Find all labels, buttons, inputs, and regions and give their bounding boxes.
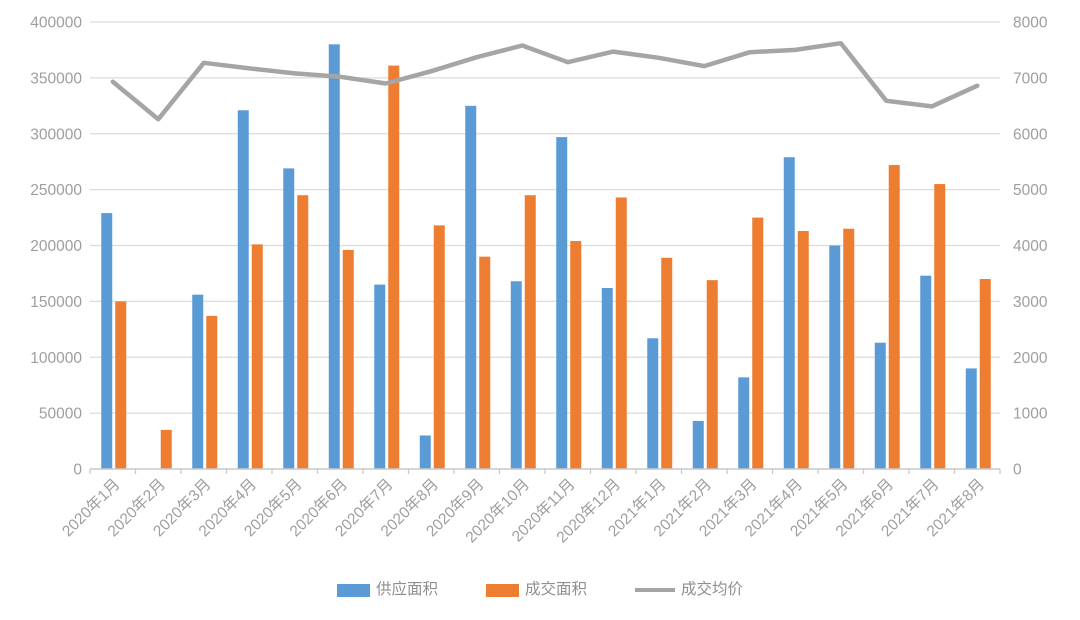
bar-supply-area-2020年10月 xyxy=(510,281,522,469)
bar-transaction-area-2021年1月 xyxy=(661,257,673,469)
bar-supply-area-2020年7月 xyxy=(374,284,386,469)
chart-legend: 供应面积 成交面积 成交均价 xyxy=(0,580,1080,600)
bar-supply-area-2021年2月 xyxy=(692,420,704,469)
bar-transaction-area-2020年7月 xyxy=(388,65,400,470)
y-axis-label-left: 200000 xyxy=(30,238,82,255)
bar-transaction-area-2020年5月 xyxy=(297,195,309,469)
legend-label-transaction-area: 成交面积 xyxy=(524,581,587,598)
average-price-line xyxy=(110,40,980,122)
bar-transaction-area-2020年10月 xyxy=(524,195,536,469)
bar-transaction-area-2020年8月 xyxy=(433,225,445,469)
bar-supply-area-2020年12月 xyxy=(601,287,613,469)
bar-supply-area-2020年3月 xyxy=(192,294,204,469)
legend-label-average-price: 成交均价 xyxy=(681,581,744,598)
bar-supply-area-2020年1月 xyxy=(101,213,113,469)
y-axis-label-left: 300000 xyxy=(30,126,82,143)
y-axis-label-right: 5000 xyxy=(1013,182,1048,199)
y-axis-label-left: 250000 xyxy=(30,182,82,199)
y-axis-label-left: 100000 xyxy=(30,350,82,367)
bar-supply-area-2020年11月 xyxy=(556,137,568,470)
bar-transaction-area-2020年9月 xyxy=(479,256,491,469)
y-axis-label-left: 400000 xyxy=(30,15,82,32)
bar-transaction-area-2020年2月 xyxy=(160,429,172,469)
bar-supply-area-2021年1月 xyxy=(647,338,659,469)
bar-supply-area-2020年9月 xyxy=(465,105,477,469)
bar-transaction-area-2021年8月 xyxy=(979,279,991,469)
bar-supply-area-2020年5月 xyxy=(283,168,295,469)
y-axis-label-right: 8000 xyxy=(1013,15,1048,32)
bar-supply-area-2020年6月 xyxy=(328,44,340,469)
y-axis-label-right: 6000 xyxy=(1013,126,1048,143)
y-axis-label-right: 0 xyxy=(1013,462,1022,479)
bar-supply-area-2020年8月 xyxy=(419,435,431,469)
bar-transaction-area-2021年5月 xyxy=(843,228,855,469)
bar-transaction-area-2020年6月 xyxy=(342,249,354,469)
y-axis-label-left: 150000 xyxy=(30,294,82,311)
bar-supply-area-2021年7月 xyxy=(920,275,932,469)
y-axis-label-left: 350000 xyxy=(30,70,82,87)
legend-item-average-price: 成交均价 xyxy=(635,580,743,600)
legend-swatch-supply-area xyxy=(336,583,370,597)
legend-swatch-transaction-area xyxy=(485,583,519,597)
legend-swatch-average-price xyxy=(635,587,675,593)
bar-transaction-area-2020年3月 xyxy=(206,315,218,469)
bar-transaction-area-2020年12月 xyxy=(615,197,627,469)
bar-transaction-area-2020年4月 xyxy=(251,244,263,469)
bar-supply-area-2020年4月 xyxy=(237,110,249,469)
y-axis-label-left: 0 xyxy=(73,462,82,479)
bar-transaction-area-2021年4月 xyxy=(797,230,809,469)
legend-item-supply-area: 供应面积 xyxy=(336,580,438,600)
bar-transaction-area-2021年6月 xyxy=(888,165,900,470)
bar-transaction-area-2021年3月 xyxy=(752,217,764,469)
bar-transaction-area-2020年1月 xyxy=(115,301,127,469)
y-axis-label-right: 2000 xyxy=(1013,350,1048,367)
y-axis-label-right: 3000 xyxy=(1013,294,1048,311)
y-axis-label-right: 1000 xyxy=(1013,406,1048,423)
bar-transaction-area-2021年7月 xyxy=(934,184,946,469)
bar-transaction-area-2020年11月 xyxy=(570,241,582,469)
y-axis-label-right: 7000 xyxy=(1013,70,1048,87)
bar-supply-area-2021年8月 xyxy=(965,368,977,469)
legend-item-transaction-area: 成交面积 xyxy=(485,580,587,600)
y-axis-label-left: 50000 xyxy=(39,406,82,423)
bar-transaction-area-2021年2月 xyxy=(706,280,718,469)
bar-supply-area-2021年6月 xyxy=(874,342,886,469)
bar-supply-area-2021年3月 xyxy=(738,377,750,469)
bar-supply-area-2021年5月 xyxy=(829,245,841,469)
legend-label-supply-area: 供应面积 xyxy=(375,581,438,598)
y-axis-label-right: 4000 xyxy=(1013,238,1048,255)
bar-supply-area-2021年4月 xyxy=(783,157,795,469)
